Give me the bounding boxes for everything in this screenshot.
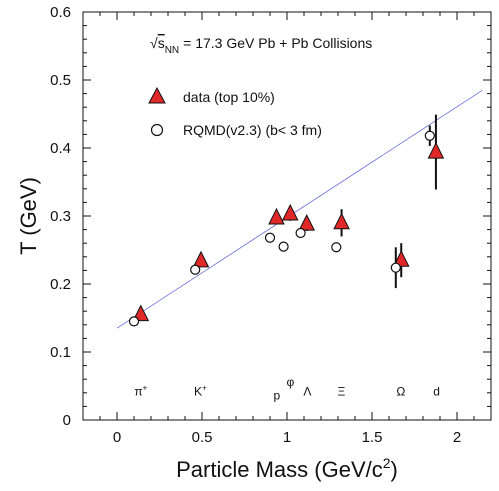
rqmd-circle-point bbox=[424, 130, 435, 141]
x-axis-title: Particle Mass (GeV/c2) bbox=[176, 455, 398, 482]
y-tick-label: 0.4 bbox=[50, 140, 71, 157]
legend-label-rqmd: RQMD(v2.3) (b< 3 fm) bbox=[183, 122, 322, 138]
x-axis-title-main: Particle Mass (GeV/c bbox=[176, 457, 383, 482]
x-tick-label: 0.5 bbox=[192, 429, 213, 446]
particle-label-base: p bbox=[273, 389, 280, 403]
particle-label: Ω bbox=[396, 385, 405, 399]
annotation-sqrt: √ bbox=[150, 35, 158, 51]
legend-label-data: data (top 10%) bbox=[183, 89, 275, 105]
legend-triangle-marker bbox=[148, 86, 166, 104]
particle-label-superscript: + bbox=[202, 384, 207, 393]
particle-label-base: Λ bbox=[303, 385, 311, 399]
rqmd-circle-point bbox=[295, 227, 306, 239]
particle-label-base: φ bbox=[287, 375, 295, 389]
particle-label: K+ bbox=[194, 384, 207, 399]
annotation-text: = 17.3 GeV Pb + Pb Collisions bbox=[183, 35, 372, 51]
fit-line bbox=[116, 89, 483, 329]
tick-labels: 0 0.5 1 1.5 2 0 0.1 0.2 0.3 0.4 0.5 0.6 bbox=[50, 4, 461, 446]
particle-label-base: Ω bbox=[396, 385, 405, 399]
x-tick-label: 1.5 bbox=[362, 429, 383, 446]
particle-label: Ξ bbox=[337, 385, 345, 399]
data-triangle-point bbox=[333, 212, 350, 230]
data-triangle-point bbox=[298, 214, 316, 231]
particle-label: d bbox=[433, 385, 440, 399]
annotation-s: s bbox=[158, 35, 165, 51]
y-tick-label: 0.6 bbox=[50, 4, 71, 21]
y-axis-title: T (GeV) bbox=[16, 177, 41, 255]
data-triangle-point bbox=[132, 304, 150, 322]
ticks bbox=[82, 11, 492, 421]
particle-label: π+ bbox=[134, 384, 147, 399]
rqmd-circle-point bbox=[390, 262, 401, 273]
data-triangle-point bbox=[427, 141, 445, 159]
y-tick-label: 0.5 bbox=[50, 72, 71, 89]
particle-label-base: d bbox=[433, 385, 440, 399]
x-tick-label: 1 bbox=[283, 429, 291, 446]
annotation-subscript: NN bbox=[165, 45, 179, 56]
data-triangle-point bbox=[281, 203, 299, 221]
x-tick-label: 2 bbox=[453, 429, 461, 446]
particle-label-base: π bbox=[134, 385, 142, 399]
particle-label-base: Ξ bbox=[337, 385, 345, 399]
legend: data (top 10%) RQMD(v2.3) (b< 3 fm) bbox=[148, 86, 322, 138]
particle-label: p bbox=[273, 389, 280, 403]
rqmd-circle-point bbox=[190, 264, 201, 275]
rqmd-circle-point bbox=[331, 242, 342, 253]
particle-label-base: K bbox=[194, 385, 202, 399]
x-axis-title-close: ) bbox=[391, 457, 398, 482]
particle-label: Λ bbox=[303, 385, 311, 399]
rqmd-circle-point bbox=[264, 232, 276, 243]
y-tick-label: 0 bbox=[63, 412, 71, 429]
x-tick-label: 0 bbox=[113, 429, 121, 446]
y-tick-label: 0.1 bbox=[50, 344, 71, 361]
data-triangle-point bbox=[268, 207, 285, 225]
rqmd-circle-point bbox=[128, 316, 140, 327]
x-axis-title-superscript: 2 bbox=[383, 455, 391, 471]
legend-circle-marker bbox=[150, 123, 164, 137]
y-tick-label: 0.2 bbox=[50, 276, 71, 293]
particle-label-superscript: + bbox=[143, 384, 148, 393]
y-tick-label: 0.3 bbox=[50, 208, 71, 225]
rqmd-circle-point bbox=[278, 241, 289, 252]
collision-annotation: √sNN = 17.3 GeV Pb + Pb Collisions bbox=[150, 35, 372, 56]
marks bbox=[128, 114, 445, 327]
particle-label: φ bbox=[287, 375, 295, 389]
data-triangle-point bbox=[192, 250, 210, 268]
data-triangle-point bbox=[392, 250, 410, 267]
